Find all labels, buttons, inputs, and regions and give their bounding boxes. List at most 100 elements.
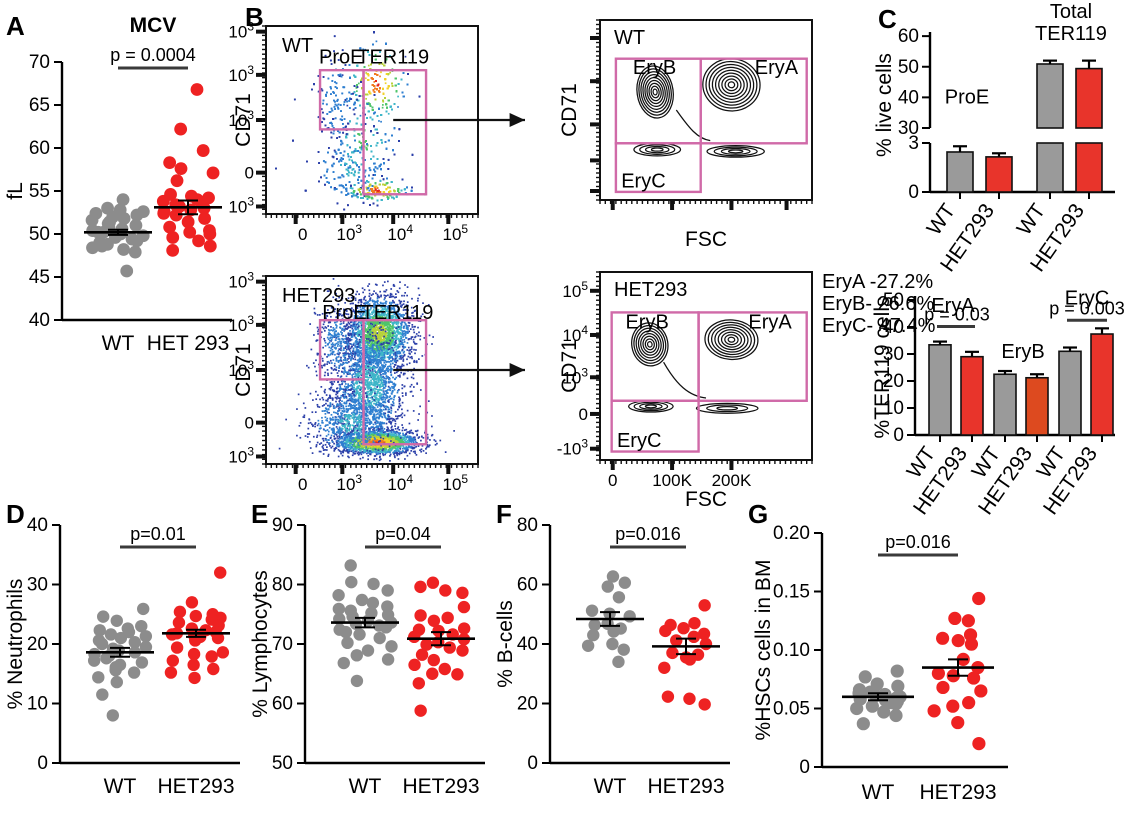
data-point bbox=[441, 611, 454, 625]
data-point bbox=[438, 662, 451, 676]
data-point bbox=[588, 618, 601, 632]
data-point bbox=[607, 625, 620, 638]
data-point bbox=[688, 616, 701, 630]
data-point bbox=[432, 624, 445, 638]
data-point bbox=[350, 674, 364, 688]
data-point bbox=[207, 662, 220, 676]
gate-erya bbox=[697, 311, 808, 402]
data-point bbox=[114, 631, 128, 645]
data-point bbox=[203, 239, 217, 253]
data-point bbox=[170, 174, 184, 188]
panel-f-label: F bbox=[496, 499, 512, 529]
data-point bbox=[659, 624, 672, 638]
data-point bbox=[169, 208, 183, 222]
data-point bbox=[426, 667, 439, 680]
data-point bbox=[585, 604, 599, 617]
data-point bbox=[698, 698, 711, 711]
data-point bbox=[85, 213, 99, 227]
data-point bbox=[100, 652, 113, 665]
data-point bbox=[457, 622, 471, 635]
svg-text:70: 70 bbox=[29, 52, 50, 73]
data-point bbox=[95, 239, 109, 253]
data-point bbox=[936, 680, 950, 695]
panel-c: C 30 40 50 60 0 3% live cells WT HET293 WT HET293… bbox=[871, 0, 1146, 519]
gate-eryc bbox=[614, 142, 702, 194]
data-point bbox=[350, 649, 363, 662]
svg-text:MCV: MCV bbox=[130, 14, 177, 37]
data-point bbox=[93, 624, 106, 637]
data-point bbox=[110, 675, 123, 689]
data-point bbox=[858, 670, 872, 684]
data-point bbox=[889, 708, 903, 723]
data-point bbox=[211, 631, 225, 645]
data-point bbox=[414, 580, 427, 594]
data-point bbox=[683, 653, 697, 666]
data-point bbox=[385, 640, 398, 653]
data-point bbox=[972, 737, 986, 751]
panel-a: A 40 45 50 55 60 65 70 fL WT HET 293 p = 0.0004 MCV bbox=[0, 0, 240, 390]
data-point bbox=[339, 625, 353, 639]
panel-g: G 0 0.05 0.10 0.15 0.20 %HSCs cells in BM WT HE… bbox=[740, 495, 1030, 823]
data-point bbox=[366, 596, 380, 610]
data-point bbox=[97, 610, 110, 623]
data-point bbox=[116, 193, 130, 207]
data-point bbox=[156, 194, 170, 208]
svg-text:fL: fL bbox=[4, 182, 27, 200]
bar bbox=[928, 344, 952, 436]
data-point bbox=[109, 663, 122, 677]
data-point bbox=[617, 643, 630, 656]
data-point bbox=[927, 704, 941, 718]
data-point bbox=[381, 584, 394, 597]
panel-e-label: E bbox=[251, 499, 269, 529]
data-point bbox=[170, 641, 184, 654]
data-point bbox=[443, 641, 456, 654]
panel-g-label: G bbox=[748, 499, 769, 529]
data-point bbox=[683, 692, 696, 705]
data-point bbox=[166, 231, 180, 244]
data-point bbox=[128, 245, 142, 259]
data-point bbox=[172, 616, 186, 629]
data-point bbox=[104, 628, 118, 641]
data-point bbox=[127, 666, 141, 679]
data-point bbox=[129, 219, 143, 232]
data-point bbox=[139, 640, 153, 654]
gate-ter119 bbox=[362, 318, 428, 446]
data-point bbox=[606, 570, 620, 583]
data-point bbox=[427, 653, 440, 667]
data-point bbox=[341, 636, 354, 650]
data-point bbox=[677, 622, 690, 635]
data-point bbox=[86, 241, 99, 255]
data-point bbox=[865, 699, 879, 713]
data-point bbox=[187, 658, 200, 672]
data-point bbox=[414, 704, 427, 717]
data-point bbox=[192, 234, 205, 248]
data-point bbox=[117, 212, 131, 225]
data-point bbox=[187, 647, 201, 661]
data-point bbox=[612, 655, 625, 669]
data-point bbox=[972, 591, 986, 606]
data-point bbox=[699, 637, 713, 651]
data-point bbox=[332, 602, 346, 616]
bar bbox=[1075, 142, 1103, 193]
data-point bbox=[687, 630, 701, 644]
data-point bbox=[373, 631, 386, 645]
data-point bbox=[163, 220, 177, 234]
data-point bbox=[658, 661, 671, 674]
data-point bbox=[361, 644, 375, 657]
data-point bbox=[157, 206, 171, 220]
data-point bbox=[936, 631, 950, 645]
svg-text:HET 293: HET 293 bbox=[147, 332, 230, 355]
data-point bbox=[190, 83, 204, 96]
data-point bbox=[381, 653, 395, 666]
data-point bbox=[196, 144, 210, 157]
data-point bbox=[456, 644, 469, 657]
data-point bbox=[337, 656, 350, 670]
data-point bbox=[106, 709, 120, 722]
gate-erya bbox=[699, 57, 808, 145]
panel-b: B WT ProE TER119 CD71 103 103 103 0 103 0 103 104 10… bbox=[228, 0, 936, 511]
